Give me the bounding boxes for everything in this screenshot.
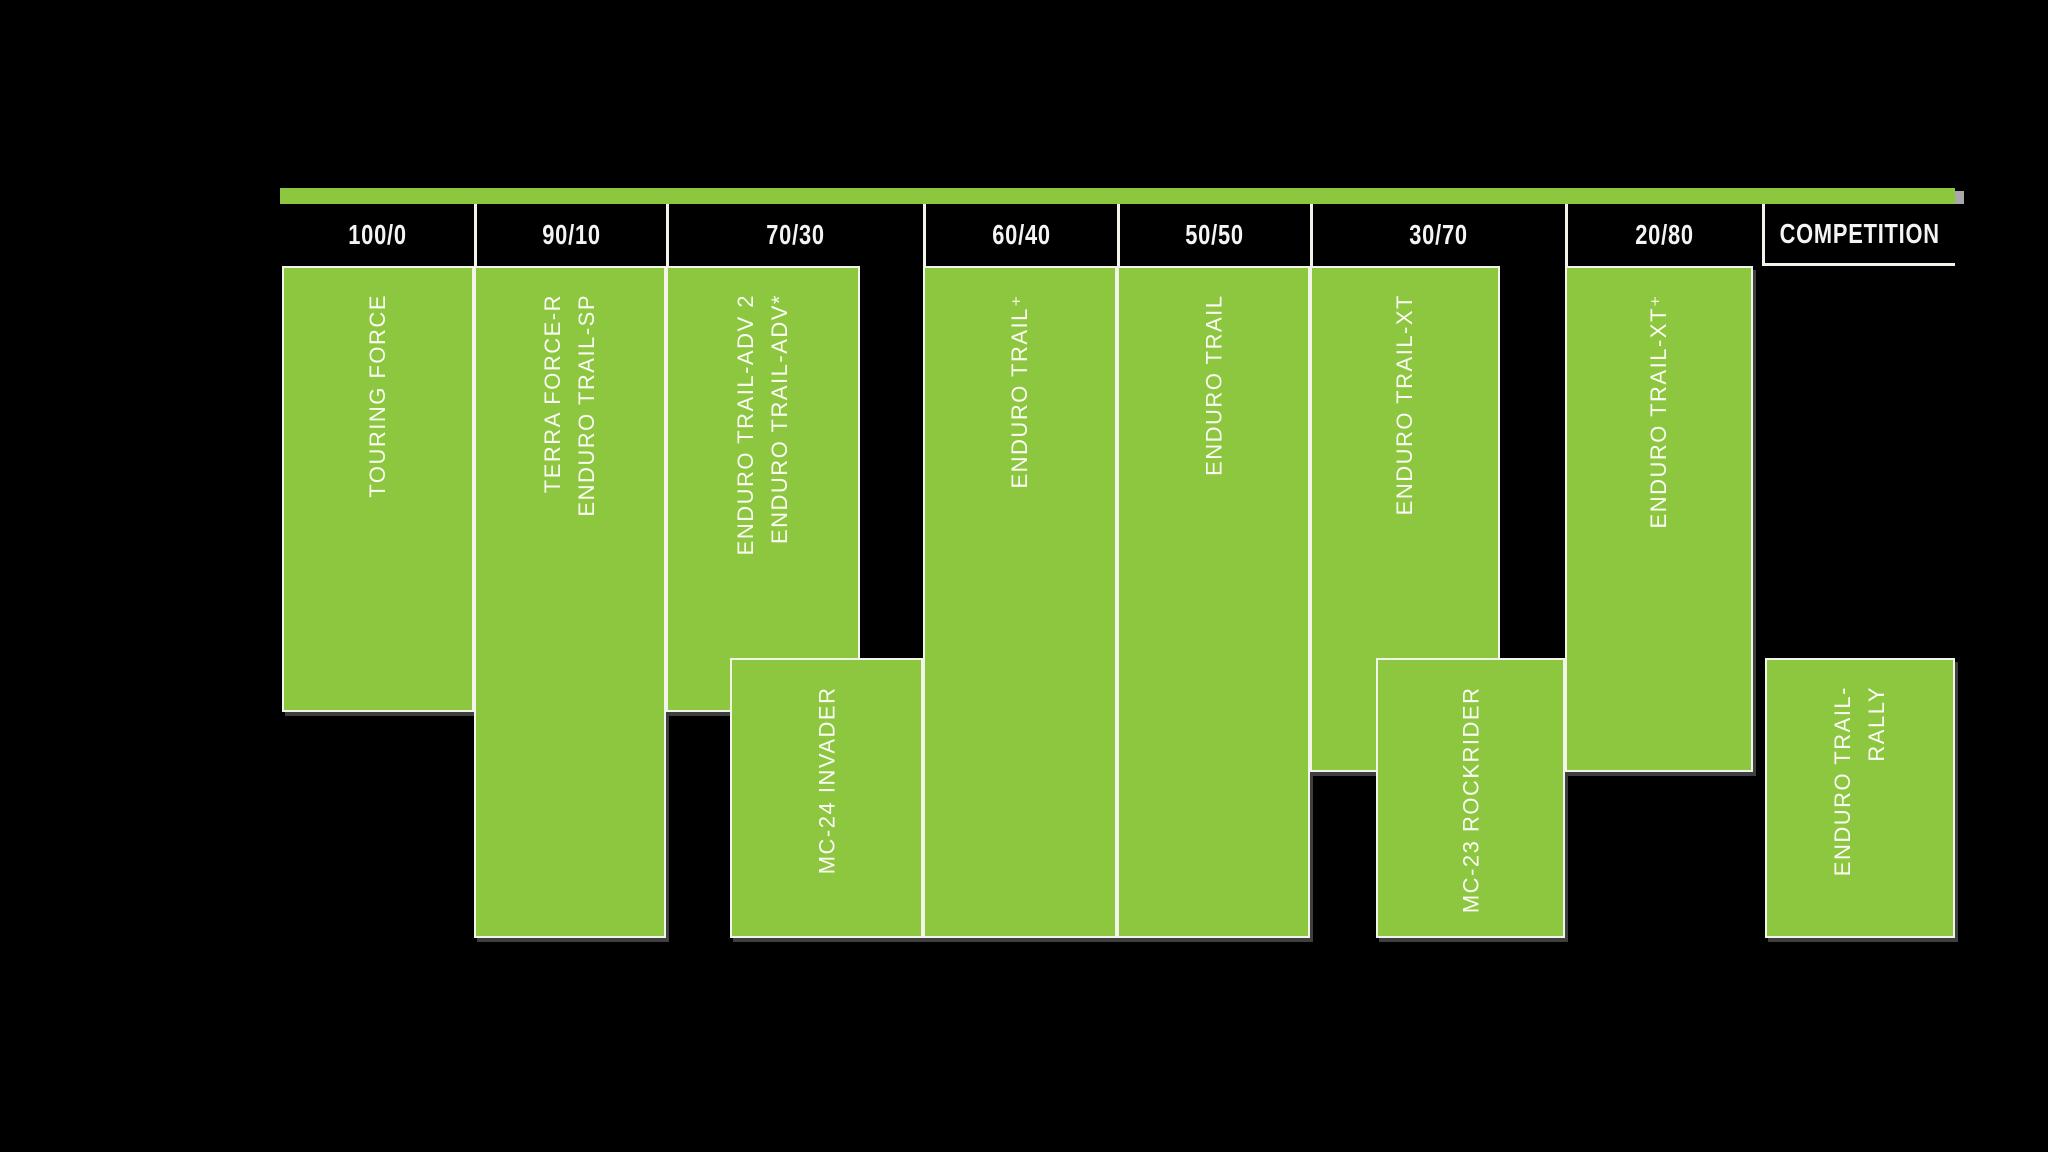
column-header-label: COMPETITION xyxy=(1779,217,1941,249)
column-header-label: 50/50 xyxy=(1185,219,1245,250)
column-header-50-50: 50/50 xyxy=(1117,204,1310,266)
enduro-trail-xt-bar xyxy=(1310,266,1500,658)
enduro-trail-bar xyxy=(1117,266,1310,938)
column-header-30-70: 30/70 xyxy=(1310,204,1565,266)
accent-strip-end-cap xyxy=(1955,191,1964,204)
column-header-90-10: 90/10 xyxy=(474,204,666,266)
mc-23-rockrider-bar xyxy=(1376,658,1565,938)
mc-24-invader-bar xyxy=(730,658,923,938)
accent-strip xyxy=(280,188,1955,204)
column-header-20-80: 20/80 xyxy=(1565,204,1762,266)
touring-force-bar xyxy=(282,266,474,712)
column-header-label: 30/70 xyxy=(1409,219,1469,250)
enduro-trail-rally-bar xyxy=(1765,658,1955,938)
column-header-label: 20/80 xyxy=(1635,219,1695,250)
column-header-label: 70/30 xyxy=(766,219,826,250)
enduro-trail-adv-bar xyxy=(666,266,860,658)
column-header-label: 60/40 xyxy=(992,219,1051,250)
enduro-trail-xt-plus-bar xyxy=(1565,266,1753,772)
column-header-label: 100/0 xyxy=(348,219,408,250)
header-row: 100/0 90/10 70/30 60/40 50/50 30/70 20/80 COMPE… xyxy=(0,204,2048,266)
column-header-60-40: 60/40 xyxy=(923,204,1117,266)
column-header-competition: COMPETITION xyxy=(1762,204,1955,266)
terra-force-r-bar xyxy=(474,266,666,938)
enduro-trail-plus-bar xyxy=(923,266,1117,938)
column-header-70-30: 70/30 xyxy=(666,204,923,266)
column-header-label: 90/10 xyxy=(542,219,601,250)
column-header-100-0: 100/0 xyxy=(282,204,474,266)
